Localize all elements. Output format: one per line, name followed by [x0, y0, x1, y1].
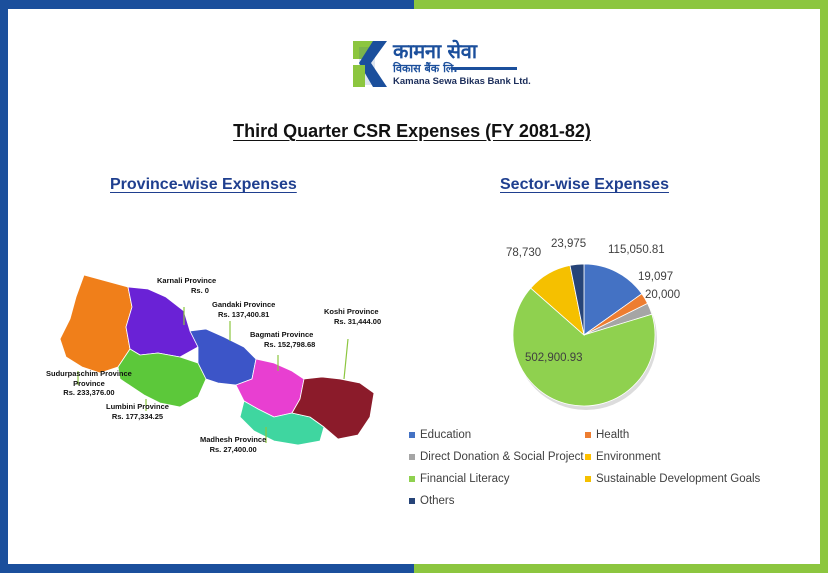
- pie-slice-financial-literacy: [512, 287, 656, 407]
- logo-bank-name: Kamana Sewa Bikas Bank Ltd.: [393, 76, 531, 87]
- koshi-pointer-line: [343, 338, 349, 380]
- pie-slice-education: [583, 263, 643, 336]
- province-section-title: Province-wise Expenses: [110, 176, 297, 193]
- legend-swatch: [585, 454, 591, 460]
- koshi-label: Koshi Province Rs. 31,444.00: [324, 307, 382, 326]
- pie-data-label-education: 115,050.81: [608, 244, 665, 256]
- pie-data-label-others: 23,975: [551, 238, 587, 250]
- legend-item-health: Health: [585, 429, 629, 441]
- bagmati-label: Bagmati Province Rs. 152,798.68: [250, 330, 316, 349]
- nepal-province-map: [59, 274, 375, 446]
- map-region-koshi: [291, 376, 375, 440]
- madhesh-label: Madhesh Province Rs. 27,400.00: [200, 435, 267, 454]
- legend-swatch: [585, 432, 591, 438]
- legend-item-education: Education: [409, 429, 471, 441]
- map-region-karnali: [125, 286, 199, 358]
- map-region-sudurpaschim: [59, 274, 133, 374]
- logo-main-text: कामना सेवा: [393, 39, 477, 63]
- sector-section-title: Sector-wise Expenses: [500, 176, 669, 193]
- bank-logo: कामना सेवा विकास बैंक लि. Kamana Sewa Bi…: [351, 37, 531, 91]
- pie-slice-others: [569, 263, 585, 336]
- legend-item-others: Others: [409, 495, 455, 507]
- pie-data-label-direct-donation: 20,000: [645, 289, 681, 301]
- legend-swatch: [409, 432, 415, 438]
- logo-mark-icon: [353, 41, 387, 87]
- legend-swatch: [585, 476, 591, 482]
- map-region-lumbini: [117, 348, 207, 408]
- karnali-label: Karnali Province Rs. 0: [157, 276, 217, 295]
- logo-sub-text: विकास बैंक लि.: [393, 62, 458, 75]
- legend-item-direct-donation: Direct Donation & Social Project: [409, 451, 584, 463]
- legend-item-financial-literacy: Financial Literacy: [409, 473, 509, 485]
- lumbini-label: Lumbini Province Rs. 177,334.25: [106, 402, 169, 421]
- sector-pie-chart: [512, 263, 657, 410]
- pie-data-label-sdg: 78,730: [506, 247, 542, 259]
- page-title: Third Quarter CSR Expenses (FY 2081-82): [233, 121, 591, 141]
- legend-item-sdg: Sustainable Development Goals: [585, 473, 760, 485]
- pie-data-label-health: 19,097: [638, 271, 674, 283]
- legend-item-environment: Environment: [585, 451, 661, 463]
- gandaki-label: Gandaki Province Rs. 137,400.81: [212, 300, 276, 319]
- legend-swatch: [409, 498, 415, 504]
- poster-card: कामना सेवा विकास बैंक लि. Kamana Sewa Bi…: [8, 9, 820, 564]
- legend-swatch: [409, 476, 415, 482]
- logo-underline: [451, 67, 517, 70]
- pie-data-label-financial-literacy: 502,900.93: [525, 352, 583, 364]
- map-region-madhesh: [239, 400, 325, 446]
- sudurpaschim-label: Sudurpaschim Province Province Rs. 233,3…: [46, 369, 132, 397]
- legend-swatch: [409, 454, 415, 460]
